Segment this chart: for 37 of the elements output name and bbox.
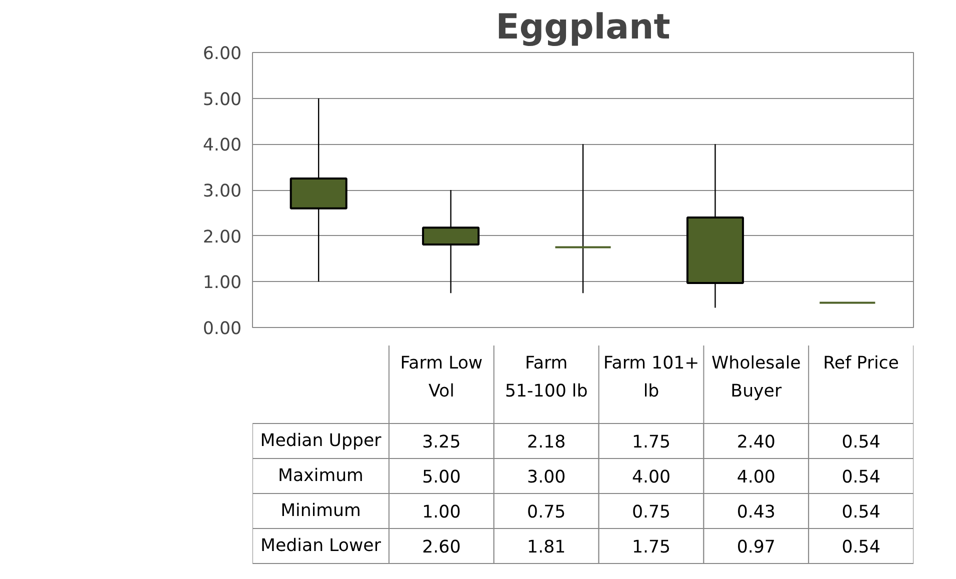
data-label: 1.81 [527,538,566,558]
x-tick-label: Farm Low Vol [400,354,483,402]
data-label: 1.75 [632,432,671,452]
y-tick-label: Median Lower [260,536,382,556]
y-tick-label: Maximum [278,466,364,486]
y-tick-label: Minimum [280,501,361,521]
data-label: 0.43 [736,502,776,522]
data-label: 1.75 [632,538,671,558]
y-tick-label: 0.00 [202,319,242,339]
data-label: 0.75 [632,502,671,522]
data-label: 3.25 [422,432,461,452]
x-tick-label: Ref Price [823,354,899,374]
y-tick-label: 2.00 [202,227,242,248]
data-label: 4.00 [736,468,776,488]
y-tick-label: 1.00 [202,273,242,294]
y-tick-label: Median Upper [260,431,382,451]
y-tick-label: 5.00 [202,90,242,110]
y-tick-label: 4.00 [202,136,242,156]
data-label: 4.00 [632,468,671,488]
x-tick-label: Wholesale Buyer [711,354,801,402]
data-label: 2.18 [527,432,566,452]
data-label: 0.54 [842,468,880,488]
data-label: 0.75 [527,502,566,522]
data-label: 2.40 [736,432,776,452]
data-label: 5.00 [422,468,461,488]
data-label: 3.00 [527,468,566,488]
data-label: 0.97 [736,538,776,558]
data-label: 0.54 [842,432,880,452]
data-label: 1.00 [422,502,461,522]
data-label: 0.54 [842,502,880,522]
data-label: 2.60 [422,538,461,558]
x-tick-label: Farm 51-100 lb [504,354,588,402]
y-tick-label: 3.00 [202,182,242,202]
y-tick-label: 6.00 [202,44,242,64]
x-tick-label: Farm 101+ lb [603,354,700,402]
chart-title: Eggplant [496,8,670,48]
data-label: 0.54 [842,538,880,558]
